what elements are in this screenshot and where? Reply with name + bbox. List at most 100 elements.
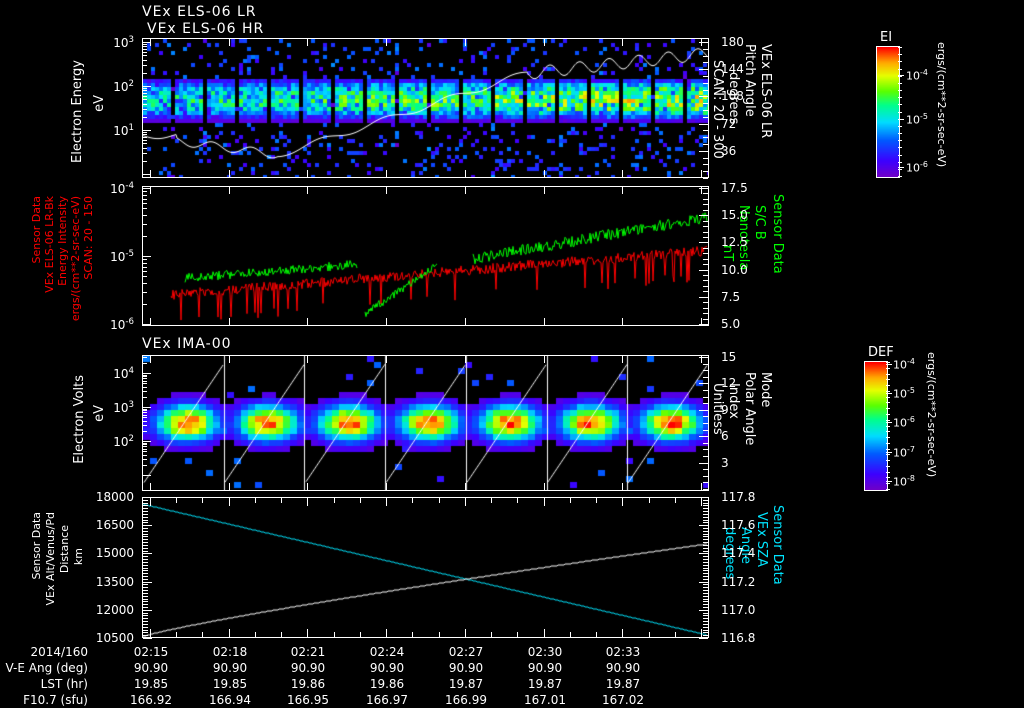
axis-tick xyxy=(143,599,148,600)
axis-tick xyxy=(255,498,256,503)
axis-tick xyxy=(886,483,890,484)
panel4-right-tick: 117.6 xyxy=(721,518,756,532)
axis-tick xyxy=(307,187,308,194)
axis-tick xyxy=(143,465,147,466)
panel3-right-axis-units: Unitless xyxy=(710,383,725,435)
axis-tick xyxy=(143,635,148,636)
axis-tick xyxy=(703,508,708,509)
axis-tick xyxy=(255,632,256,637)
axis-tick xyxy=(143,387,147,388)
axis-tick xyxy=(703,599,708,600)
table-value-cell: 90.90 xyxy=(133,661,169,675)
panel1-plot-area[interactable] xyxy=(142,38,709,178)
axis-tick xyxy=(143,621,148,622)
colorbar-top-tick: 10-4 xyxy=(906,68,928,84)
panel3-left-tick-3: 103 xyxy=(113,400,134,415)
axis-tick xyxy=(143,459,147,460)
panel2-left-label-line3: Energy Intensity xyxy=(56,196,69,286)
panel2-right-tick: 15.0 xyxy=(721,208,748,222)
axis-tick xyxy=(465,356,466,363)
axis-tick xyxy=(703,275,708,276)
axis-tick xyxy=(143,425,147,426)
axis-tick xyxy=(143,88,147,89)
axis-tick xyxy=(202,498,203,503)
table-time-cell: 02:33 xyxy=(605,645,641,659)
axis-tick xyxy=(898,69,902,70)
table-date-label: 2014/160 xyxy=(30,645,89,659)
table-value-cell: 90.90 xyxy=(527,661,563,675)
axis-tick xyxy=(703,259,708,260)
panel3-right-tick-6: 6 xyxy=(721,429,729,443)
table-value-cell: 166.99 xyxy=(445,693,487,707)
panel2-left-label-line2: VEx ELS-06 LR-Bk xyxy=(43,196,56,293)
axis-tick xyxy=(143,263,147,264)
axis-tick xyxy=(150,318,151,325)
axis-tick xyxy=(143,451,147,452)
panel4-right-tick: 116.8 xyxy=(721,631,756,645)
panel4-right-tick: 117.4 xyxy=(721,546,756,560)
axis-tick xyxy=(143,44,147,45)
panel4-left-tick-12000: 12000 xyxy=(95,603,134,617)
panel1-left-tick-1: 101 xyxy=(113,123,134,138)
colorbar-bottom-tick: 10-5 xyxy=(893,386,915,401)
panel3-plot-area[interactable] xyxy=(142,355,709,491)
axis-tick xyxy=(703,158,708,159)
axis-tick xyxy=(360,498,361,503)
axis-tick xyxy=(143,587,148,588)
axis-tick xyxy=(143,579,148,580)
axis-tick xyxy=(701,629,702,637)
table-value-cell: 90.90 xyxy=(605,661,641,675)
axis-tick xyxy=(202,632,203,637)
colorbar-top-tick: 10-6 xyxy=(906,159,928,175)
axis-tick xyxy=(143,161,147,162)
axis-tick xyxy=(143,576,148,577)
axis-tick xyxy=(412,498,413,503)
axis-tick xyxy=(703,553,708,554)
axis-tick xyxy=(898,176,902,177)
axis-tick xyxy=(703,171,708,172)
axis-tick xyxy=(143,137,147,138)
table-value-cell: 90.90 xyxy=(212,661,248,675)
table-time-cell: 02:15 xyxy=(133,645,169,659)
axis-tick xyxy=(703,357,708,358)
axis-tick xyxy=(886,489,890,490)
axis-tick xyxy=(898,147,902,148)
axis-tick xyxy=(703,204,708,205)
panel4-right-label-line1: Sensor Data xyxy=(770,505,785,585)
panel2-plot-area[interactable] xyxy=(142,186,709,326)
axis-tick xyxy=(703,505,708,506)
axis-tick xyxy=(703,570,708,571)
axis-tick xyxy=(143,324,151,325)
axis-tick xyxy=(703,593,708,594)
axis-tick xyxy=(143,363,147,364)
panel3-right-tick-12: 12 xyxy=(721,376,737,390)
axis-tick xyxy=(703,545,708,546)
axis-tick xyxy=(229,498,230,506)
axis-tick xyxy=(143,497,148,498)
axis-tick xyxy=(703,62,708,63)
panel2-left-tick: 10-5 xyxy=(110,249,134,264)
axis-tick xyxy=(886,362,890,363)
axis-tick xyxy=(886,368,890,369)
axis-tick xyxy=(307,483,308,490)
panel4-left-label-line4: km xyxy=(72,548,85,566)
axis-tick xyxy=(143,208,147,209)
axis-tick xyxy=(143,632,148,633)
axis-tick xyxy=(150,498,151,506)
axis-tick xyxy=(703,607,708,608)
axis-tick xyxy=(143,568,148,569)
axis-tick xyxy=(703,511,708,512)
axis-tick xyxy=(703,308,708,309)
axis-tick xyxy=(886,391,890,392)
axis-tick xyxy=(143,536,148,537)
axis-tick xyxy=(143,357,147,358)
axis-tick xyxy=(703,584,708,585)
axis-tick xyxy=(703,423,708,424)
panel4-plot-area[interactable] xyxy=(142,497,709,638)
axis-tick xyxy=(465,39,466,46)
axis-tick xyxy=(703,286,708,287)
axis-tick xyxy=(143,117,147,118)
axis-tick xyxy=(143,539,148,540)
axis-tick xyxy=(596,632,597,637)
axis-tick xyxy=(143,604,148,605)
